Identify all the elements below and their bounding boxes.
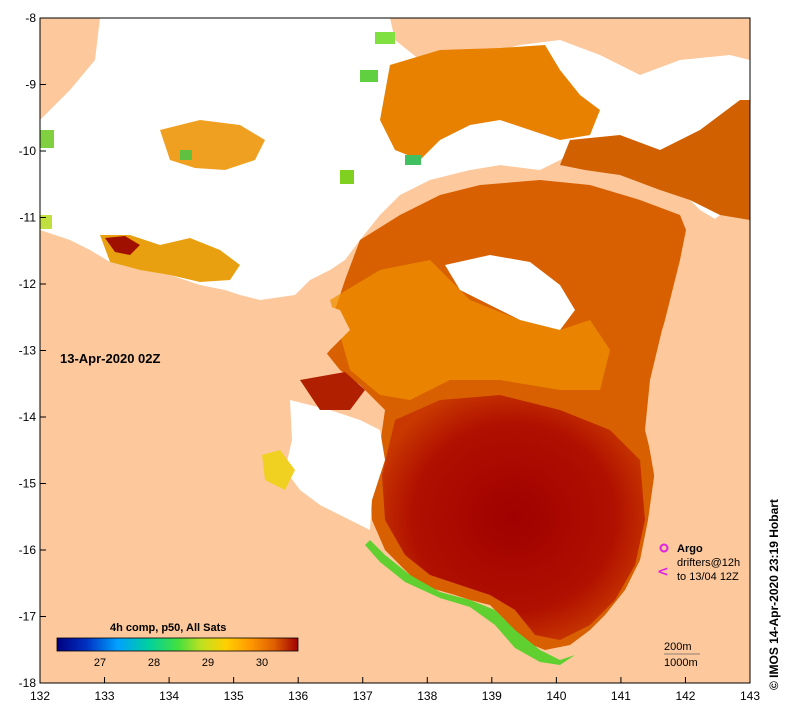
x-tick-label: 137 xyxy=(353,689,373,703)
imos-credit: © IMOS 14-Apr-2020 23:19 Hobart xyxy=(767,499,781,690)
date-label: 13-Apr-2020 02Z xyxy=(60,351,160,366)
speck xyxy=(375,32,395,44)
colorbar-tick-label: 29 xyxy=(202,657,214,669)
x-tick-label: 135 xyxy=(224,689,244,703)
argo-marker-icon xyxy=(659,543,669,553)
speck xyxy=(360,70,378,82)
west-gulf-yellow xyxy=(262,450,295,490)
x-tick-label: 140 xyxy=(546,689,566,703)
y-tick-label: -14 xyxy=(19,410,37,424)
y-tick-label: -9 xyxy=(25,78,36,92)
nt-land xyxy=(40,285,545,683)
depth-legend-200m: 200m xyxy=(664,641,692,653)
west-gulf-warm-spot xyxy=(300,372,365,410)
west-dark-patch xyxy=(105,236,140,255)
speck xyxy=(40,130,54,148)
west-gulf-white xyxy=(285,400,385,530)
x-tick-label: 133 xyxy=(95,689,115,703)
y-tick-label: -18 xyxy=(19,676,37,690)
x-tick-label: 141 xyxy=(611,689,631,703)
y-tick-label: -16 xyxy=(19,543,37,557)
y-tick-label: -8 xyxy=(25,11,36,25)
gulf-mild-band xyxy=(330,260,610,400)
x-tick-label: 136 xyxy=(288,689,308,703)
y-tick-label: -11 xyxy=(20,211,37,225)
gulf-hot-core xyxy=(382,395,645,640)
depth-legend-1000m: 1000m xyxy=(664,657,698,669)
cape-york-land xyxy=(540,210,750,683)
x-tick-label: 132 xyxy=(30,689,50,703)
y-tick-label: -15 xyxy=(19,477,37,491)
north-warm-patch xyxy=(380,45,600,160)
x-tick-label: 142 xyxy=(675,689,695,703)
x-tick-label: 139 xyxy=(482,689,502,703)
y-tick-label: -12 xyxy=(19,277,37,291)
speck xyxy=(40,215,52,229)
drifters-label-line1: drifters@12h xyxy=(677,557,740,569)
argo-label: Argo xyxy=(677,543,703,555)
speck xyxy=(405,155,421,165)
colorbar xyxy=(56,637,299,652)
north-warm-patch-east xyxy=(560,100,750,230)
speck xyxy=(180,150,192,160)
white-gap-east xyxy=(470,135,560,170)
south-coast-fringe xyxy=(365,540,575,665)
drifters-arrow-icon: < xyxy=(657,564,669,580)
y-tick-label: -17 xyxy=(19,610,37,624)
x-tick-label: 134 xyxy=(159,689,179,703)
y-axis: -8 -9 -10 -11 -12 -13 -14 -15 -16 -17 -18 xyxy=(19,11,46,690)
colorbar-tick-label: 27 xyxy=(94,657,106,669)
colorbar-ticks: 27 28 29 30 xyxy=(94,657,268,669)
y-tick-label: -10 xyxy=(19,144,37,158)
x-tick-label: 138 xyxy=(417,689,437,703)
white-gap-center xyxy=(445,255,575,330)
y-tick-label: -13 xyxy=(19,344,37,358)
colorbar-tick-label: 30 xyxy=(256,657,268,669)
x-axis: 132 133 134 135 136 137 138 139 140 141 142 143 xyxy=(30,677,760,703)
colorbar-tick-label: 28 xyxy=(148,657,160,669)
drifters-label-line2: to 13/04 12Z xyxy=(677,571,739,583)
speck xyxy=(340,170,354,184)
x-tick-label: 143 xyxy=(740,689,760,703)
colorbar-title: 4h comp, p50, All Sats xyxy=(110,622,226,634)
